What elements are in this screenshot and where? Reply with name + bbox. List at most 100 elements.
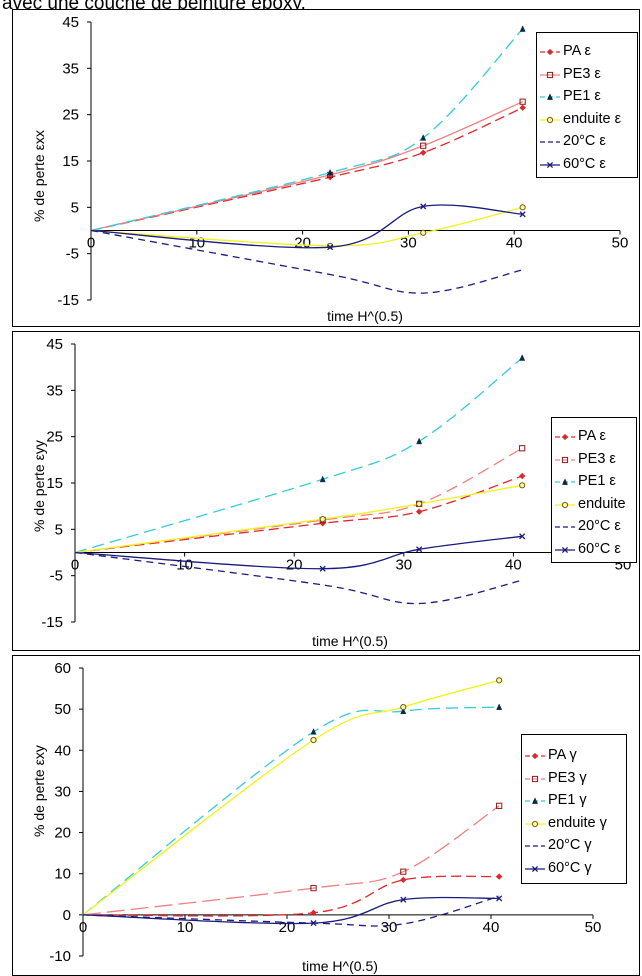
- legend-marker: [546, 161, 554, 168]
- legend-label: enduite γ: [548, 814, 607, 831]
- data-point: [519, 211, 526, 218]
- y-tick-label: 25: [62, 107, 79, 124]
- y-tick-label: 35: [46, 382, 63, 399]
- chart-eyy-legend: PA ε PE3 ε PE1 ε enduite 20°C ε 60°C ε: [551, 417, 637, 563]
- legend-marker: [532, 797, 538, 804]
- data-point: [496, 677, 503, 684]
- data-point: [415, 508, 423, 515]
- legend-label: PE1 ε: [578, 473, 616, 489]
- legend-swatch: [525, 845, 545, 847]
- legend-item: enduite ε: [537, 109, 637, 131]
- data-point: [496, 802, 503, 809]
- series-line-5: [90, 204, 523, 249]
- chart-exx-panel: -15 -5 5 15 25 35 45 0 10 20 30 40 50 % de perte εxx…: [12, 9, 640, 327]
- legend-marker: [546, 71, 554, 78]
- legend-swatch: [540, 141, 560, 143]
- x-axis-label: time H^(0.5): [327, 308, 403, 324]
- y-tick-label: 15: [46, 475, 63, 492]
- data-point: [416, 437, 423, 445]
- legend-swatch: [525, 820, 545, 827]
- data-point: [416, 500, 423, 507]
- legend-marker: [561, 501, 569, 508]
- data-point: [327, 168, 334, 176]
- legend-item: 20°C γ: [522, 835, 626, 857]
- series-line-2: [82, 706, 500, 916]
- y-tick-label: 35: [62, 60, 79, 77]
- y-tick-label: 45: [62, 14, 79, 31]
- x-tick-label: 0: [87, 235, 95, 252]
- y-tick-label: -15: [41, 614, 63, 631]
- legend-marker: [546, 116, 554, 123]
- legend-marker: [546, 48, 554, 56]
- legend-label: PE3 ε: [578, 450, 616, 467]
- legend-label: PE1 γ: [548, 792, 587, 808]
- legend-swatch: [525, 865, 545, 872]
- legend-marker: [561, 456, 569, 463]
- legend-item: 60°C ε: [552, 539, 636, 561]
- legend-swatch: [540, 116, 560, 123]
- legend-marker: [562, 478, 568, 485]
- series-line-0: [90, 107, 523, 232]
- y-tick-label: 50: [54, 701, 71, 718]
- data-point: [519, 482, 526, 489]
- data-point: [310, 909, 317, 916]
- legend-item: PA ε: [552, 426, 636, 448]
- legend-item: PE3 ε: [537, 64, 637, 86]
- legend-item: PE3 γ: [522, 768, 626, 790]
- chart-exy-plot: -10 0 10 20 30 40 50 60 0 10 20 30 40 50: [49, 660, 601, 965]
- data-point: [420, 134, 427, 141]
- data-point: [310, 885, 317, 892]
- legend-label: 60°C ε: [578, 540, 621, 557]
- legend-item: PA γ: [522, 745, 626, 767]
- legend-label: 60°C γ: [548, 859, 592, 876]
- data-point: [519, 25, 526, 32]
- legend-label: enduite: [578, 495, 626, 512]
- legend-label: 60°C ε: [563, 155, 606, 172]
- legend-item: 60°C ε: [537, 154, 637, 176]
- legend-marker: [531, 820, 539, 827]
- data-point: [496, 703, 503, 710]
- legend-swatch: [555, 456, 575, 463]
- series-line-2: [74, 357, 523, 554]
- data-point: [327, 244, 334, 251]
- x-axis-label: time H^(0.5): [302, 958, 378, 974]
- data-point: [400, 868, 407, 875]
- y-tick-label: -5: [66, 246, 79, 263]
- chart-exx-legend: PA ε PE3 ε PE1 ε enduite ε 20°C ε 60°C ε: [536, 32, 638, 178]
- y-axis-label: % de perte εxx: [31, 130, 47, 222]
- data-point: [420, 149, 427, 156]
- legend-label: 20°C γ: [548, 837, 592, 853]
- legend-swatch: [525, 775, 545, 782]
- series-line-4: [90, 229, 523, 294]
- legend-label: PA ε: [578, 428, 606, 444]
- data-point: [400, 896, 407, 903]
- data-point: [519, 472, 526, 480]
- y-tick-label: 5: [71, 199, 79, 216]
- series-line-1: [82, 805, 500, 916]
- y-axis-label: % de perte εxy: [31, 745, 47, 837]
- legend-label: 20°C ε: [563, 133, 606, 149]
- data-point: [310, 728, 317, 735]
- data-point: [519, 445, 526, 452]
- x-tick-label: 30: [400, 235, 417, 252]
- x-tick-label: 40: [506, 235, 523, 252]
- chart-exy-legend: PA γ PE3 γ PE1 γ enduite γ 20°C γ 60°C γ: [521, 734, 627, 884]
- data-point: [519, 98, 526, 105]
- data-point: [519, 104, 526, 111]
- y-tick-label: -10: [49, 948, 71, 965]
- data-point: [400, 876, 407, 884]
- y-tick-label: 40: [54, 742, 71, 759]
- axes: -10 0 10 20 30 40 50 60 0 10 20 30 40 50: [49, 660, 601, 965]
- series-line-3: [82, 679, 500, 916]
- data-point: [319, 475, 326, 483]
- legend-label: PE1 ε: [563, 88, 601, 104]
- data-point: [519, 204, 526, 211]
- x-tick-label: 40: [483, 919, 500, 936]
- series-line-4: [74, 551, 523, 605]
- legend-swatch: [540, 161, 560, 168]
- x-tick-label: 40: [505, 557, 522, 574]
- data-point: [420, 203, 427, 210]
- series-line-5: [74, 535, 523, 570]
- series-line-0: [82, 875, 500, 917]
